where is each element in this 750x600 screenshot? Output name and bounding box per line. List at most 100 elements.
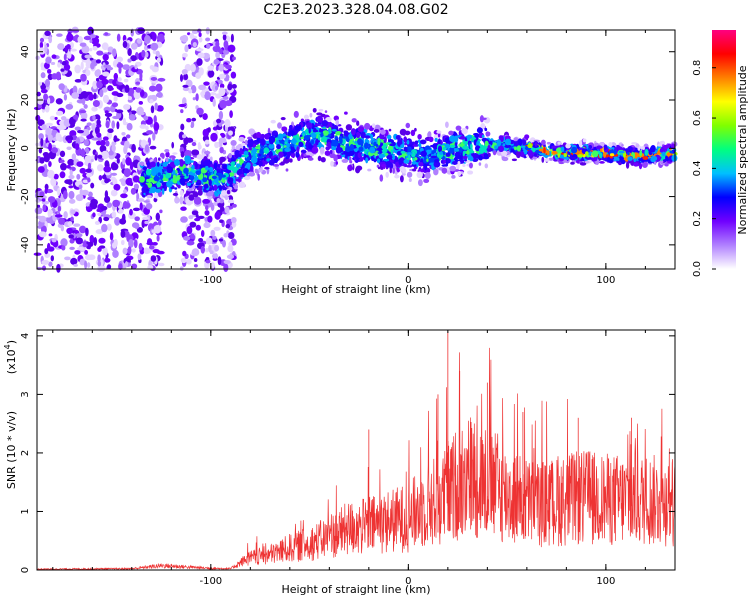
- heatmap-cell: [193, 196, 202, 205]
- heatmap-cell: [89, 234, 95, 244]
- heatmap-cell: [191, 210, 199, 216]
- heatmap-cell: [639, 150, 643, 157]
- heatmap-cell: [492, 150, 497, 156]
- heatmap-cell: [671, 154, 678, 162]
- heatmap-cell: [131, 263, 138, 269]
- heatmap-cell: [213, 59, 220, 65]
- heatmap-cell: [478, 155, 483, 161]
- heatmap-cell: [445, 152, 451, 157]
- heatmap-cell: [186, 188, 193, 192]
- heatmap-cell: [180, 150, 185, 158]
- heatmap-cell: [79, 258, 86, 266]
- snr-xlabel: Height of straight line (km): [281, 583, 430, 596]
- heatmap-cell: [81, 98, 86, 106]
- heatmap-cell: [94, 220, 100, 225]
- heatmap-cell: [202, 198, 211, 204]
- heatmap-cell: [132, 207, 141, 212]
- heatmap-cell: [40, 88, 48, 94]
- heatmap-cell: [232, 183, 235, 186]
- heatmap-cell: [101, 78, 109, 85]
- heatmap-cell: [105, 140, 110, 147]
- heatmap-cell: [249, 165, 254, 173]
- heatmap-cell: [178, 131, 185, 141]
- heatmap-cell: [47, 196, 56, 203]
- heatmap-cell: [202, 177, 208, 183]
- heatmap-cell: [60, 225, 65, 232]
- heatmap-cell: [37, 97, 44, 105]
- heatmap-cell: [276, 144, 281, 150]
- heatmap-cell: [80, 73, 87, 82]
- heatmap-cell: [80, 247, 85, 252]
- heatmap-cell: [222, 165, 228, 170]
- heatmap-cell: [186, 182, 191, 187]
- heatmap-cell: [114, 216, 121, 226]
- heatmap-cell: [339, 137, 343, 145]
- heatmap-cell: [106, 202, 113, 209]
- heatmap-cell: [289, 124, 293, 129]
- heatmap-cell: [40, 72, 46, 79]
- heatmap-cell: [106, 223, 112, 231]
- heatmap-cell: [487, 152, 491, 158]
- heatmap-cell: [389, 143, 396, 147]
- heatmap-cell: [161, 188, 165, 195]
- heatmap-cell: [458, 132, 463, 136]
- heatmap-cell: [344, 111, 348, 115]
- heatmap-cell: [221, 184, 226, 191]
- heatmap-cell: [439, 151, 443, 155]
- heatmap-cell: [195, 224, 201, 231]
- heatmap-cell: [308, 127, 311, 134]
- heatmap-cell: [133, 239, 138, 249]
- heatmap-cell: [189, 175, 195, 181]
- heatmap-cell: [380, 129, 386, 135]
- heatmap-cell: [127, 96, 132, 101]
- heatmap-cell: [385, 161, 392, 168]
- heatmap-cell: [437, 145, 443, 153]
- heatmap-cell: [331, 128, 337, 132]
- heatmap-cell: [144, 35, 151, 44]
- heatmap-cell: [434, 159, 440, 163]
- heatmap-cell: [87, 26, 94, 36]
- heatmap-cell: [95, 229, 104, 235]
- heatmap-cell: [496, 139, 502, 147]
- heatmap-cell: [51, 237, 57, 243]
- heatmap-cell: [198, 36, 203, 43]
- colorbar-ticks: 0.0 0.2 0.4 0.6 0.8: [692, 60, 716, 277]
- heatmap-cell: [303, 134, 311, 141]
- heatmap-cell: [135, 87, 142, 93]
- heatmap-cell: [127, 246, 132, 255]
- heatmap-cell: [130, 55, 137, 62]
- heatmap-cell: [197, 215, 205, 220]
- heatmap-cell: [115, 109, 124, 114]
- heatmap-cell: [348, 156, 352, 162]
- heatmap-cell: [96, 119, 101, 126]
- heatmap-cell: [216, 118, 222, 124]
- heatmap-cell: [74, 143, 80, 151]
- heatmap-cell: [89, 201, 98, 210]
- heatmap-cell: [74, 250, 81, 255]
- heatmap-cell: [433, 161, 441, 168]
- heatmap-cell: [93, 92, 97, 100]
- heatmap-cell: [74, 126, 81, 131]
- heatmap-cell: [39, 215, 47, 223]
- heatmap-cell: [186, 258, 192, 265]
- heatmap-cell: [416, 171, 423, 179]
- heatmap-cell: [50, 255, 55, 262]
- heatmap-cell: [255, 146, 261, 150]
- heatmap-cell: [315, 141, 319, 145]
- heatmap-cell: [228, 241, 233, 248]
- heatmap-cell: [449, 144, 456, 149]
- heatmap-cell: [46, 97, 51, 105]
- heatmap-cell: [76, 173, 81, 180]
- heatmap-cell: [104, 178, 110, 184]
- heatmap-cell: [224, 77, 230, 82]
- heatmap-cell: [599, 152, 603, 159]
- heatmap-cell: [156, 105, 164, 112]
- snr-ticks: -100 0 100 0 1 2 3 4: [20, 330, 675, 587]
- heatmap-cell: [287, 142, 290, 149]
- heatmap-cell: [44, 105, 50, 113]
- heatmap-cell: [390, 149, 394, 155]
- heatmap-cell: [122, 247, 128, 255]
- heatmap-cell: [151, 169, 157, 177]
- heatmap-cell: [201, 165, 206, 168]
- heatmap-cell: [330, 146, 337, 151]
